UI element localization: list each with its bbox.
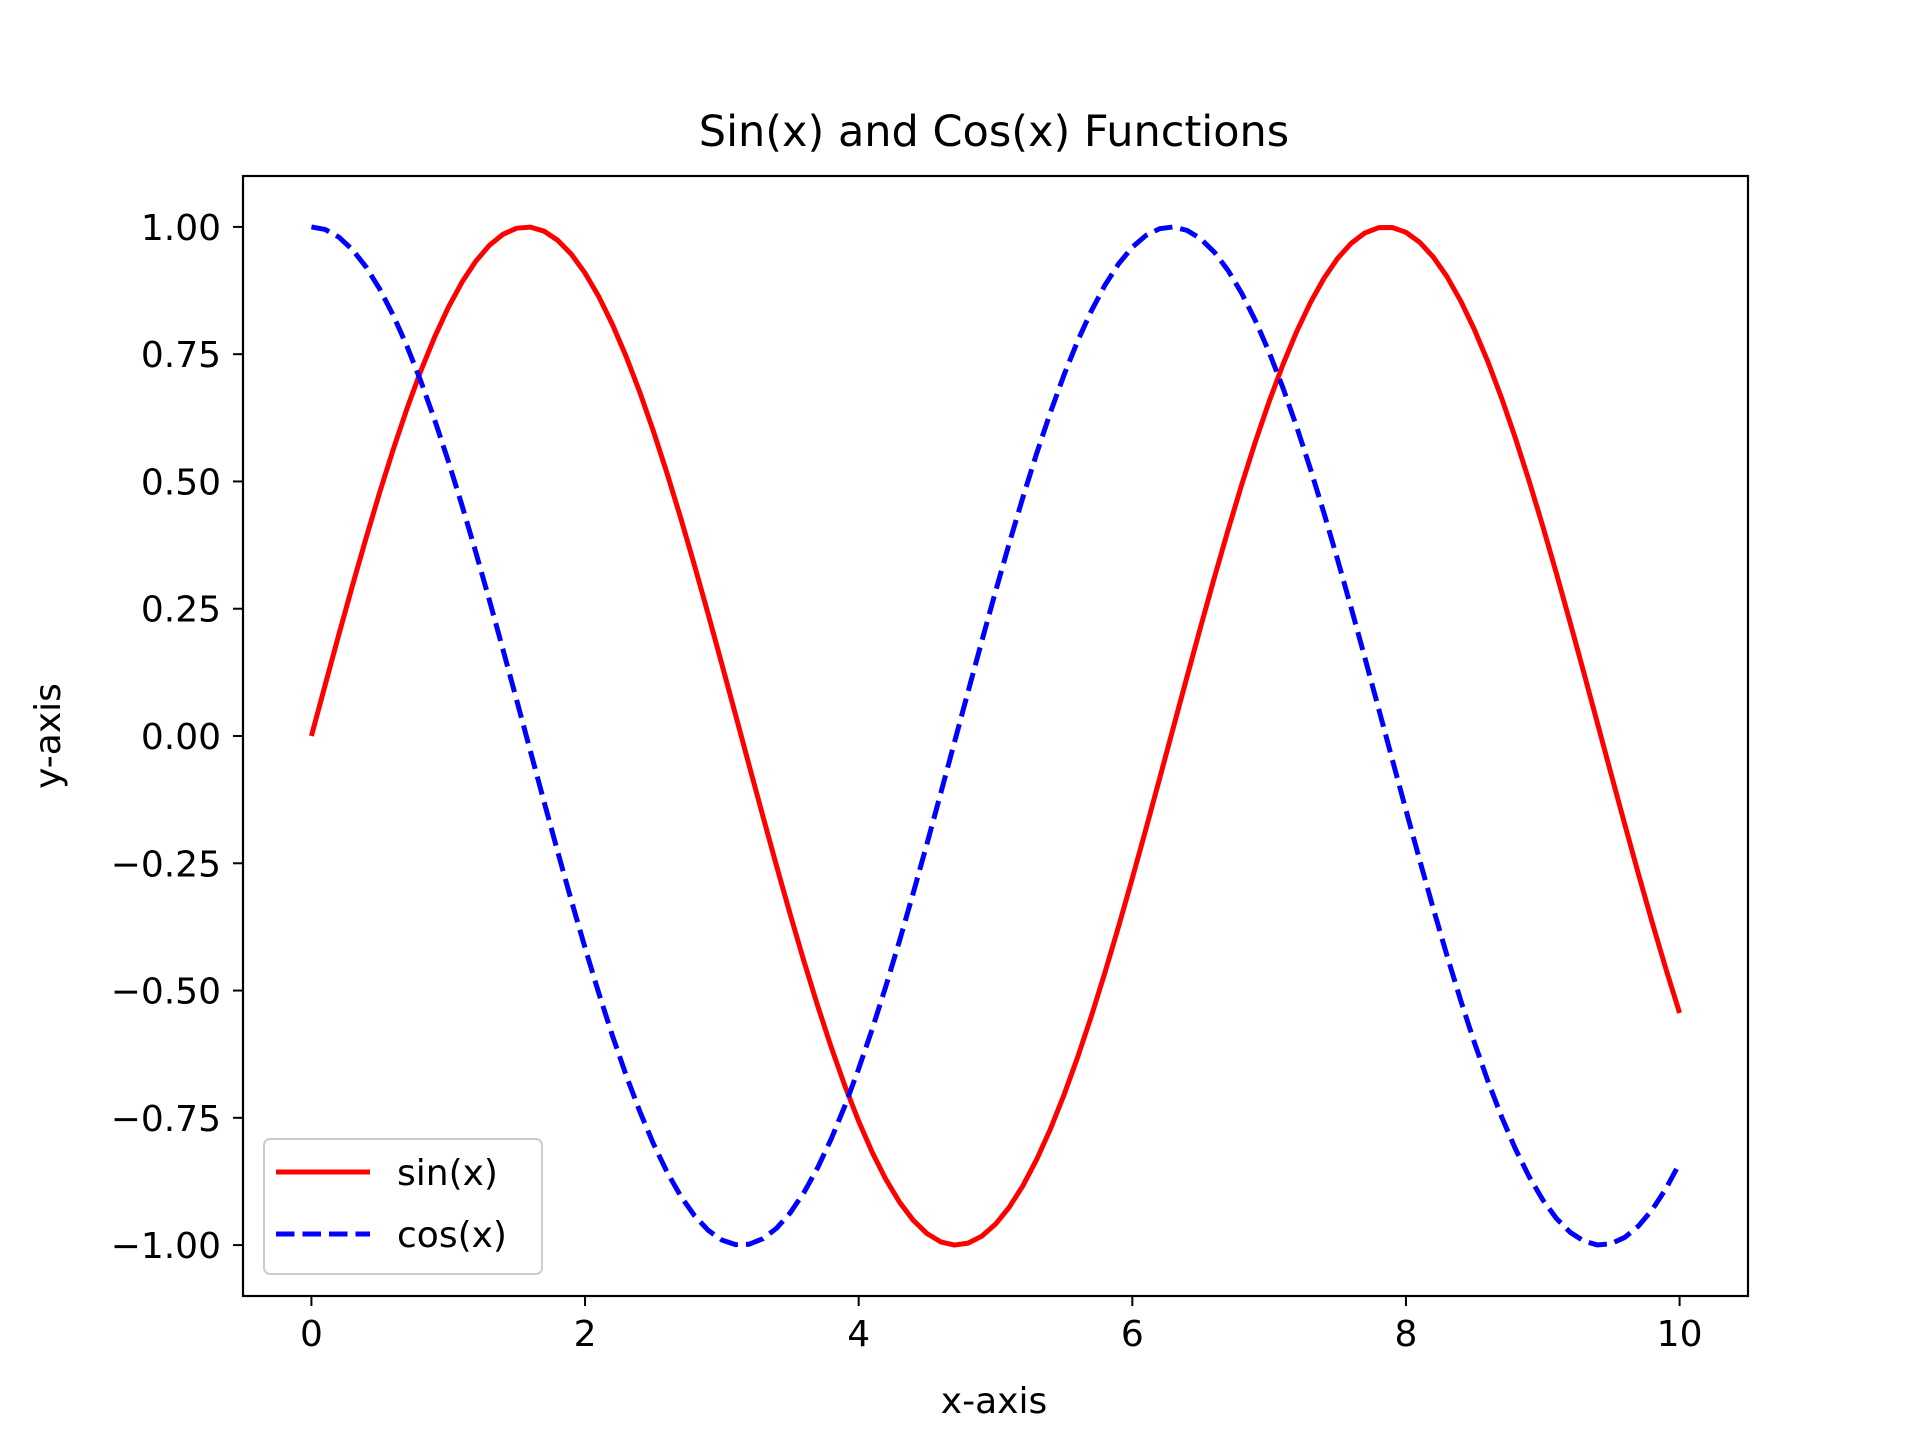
y-axis-label: y-axis xyxy=(28,683,69,789)
series-line-sin-x xyxy=(308,224,1682,1248)
legend-label-cos: cos(x) xyxy=(397,1215,507,1256)
x-tick-label: 4 xyxy=(847,1314,870,1355)
x-tick-label: 10 xyxy=(1657,1314,1703,1355)
y-tick-label: −0.50 xyxy=(111,972,221,1013)
y-tick-label: 0.75 xyxy=(141,335,221,376)
x-tick-label: 6 xyxy=(1121,1314,1144,1355)
y-tick-label: 0.25 xyxy=(141,590,221,631)
y-axis-ticks: 1.00 0.75 0.50 0.25 0.00 −0.25 −0.50 −0.75 −1.00 xyxy=(111,208,243,1267)
plot-lines xyxy=(308,224,1682,1248)
y-tick-label: −1.00 xyxy=(111,1226,221,1267)
y-tick-label: 1.00 xyxy=(141,208,221,249)
legend-label-sin: sin(x) xyxy=(397,1153,498,1194)
series-line-cos-x xyxy=(310,224,1682,1248)
y-tick-label: 0.50 xyxy=(141,462,221,503)
y-tick-label: −0.75 xyxy=(111,1099,221,1140)
y-tick-label: −0.25 xyxy=(111,844,221,885)
x-tick-label: 8 xyxy=(1395,1314,1418,1355)
chart-title: Sin(x) and Cos(x) Functions xyxy=(699,107,1289,157)
legend: sin(x) cos(x) xyxy=(263,1138,543,1275)
x-axis-label: x-axis xyxy=(941,1381,1047,1422)
x-axis-ticks: 0 2 4 6 8 10 xyxy=(300,1296,1703,1355)
x-tick-label: 0 xyxy=(300,1314,323,1355)
y-tick-label: 0.00 xyxy=(141,717,221,758)
x-tick-label: 2 xyxy=(574,1314,597,1355)
